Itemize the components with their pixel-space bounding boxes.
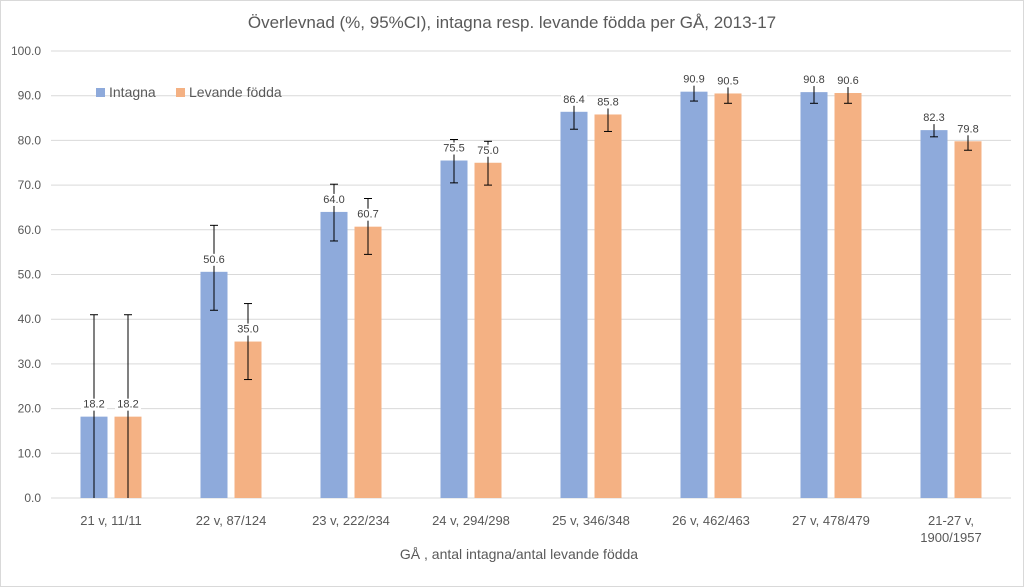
category-label: 27 v, 478/479 — [792, 513, 870, 528]
x-axis-title: GÅ , antal intagna/antal levande födda — [400, 546, 638, 562]
data-label-bg — [561, 93, 587, 106]
category-label: 22 v, 87/124 — [196, 513, 267, 528]
data-label-bg — [81, 398, 107, 411]
data-label: 85.8 — [597, 96, 618, 108]
data-label: 79.8 — [957, 123, 978, 135]
data-label: 82.3 — [923, 112, 944, 124]
data-label-bg — [235, 323, 261, 336]
bar-levande-fodda — [594, 114, 622, 498]
bar-intagna — [920, 130, 948, 498]
data-label: 75.0 — [477, 145, 498, 157]
y-tick-label: 80.0 — [18, 133, 42, 147]
data-label-bg — [115, 398, 141, 411]
legend-swatch — [176, 88, 185, 97]
category-label: 26 v, 462/463 — [672, 513, 750, 528]
data-label-bg — [835, 75, 861, 88]
data-label: 90.6 — [837, 75, 858, 87]
y-tick-label: 70.0 — [18, 178, 42, 192]
category-label: 25 v, 346/348 — [552, 513, 630, 528]
bar-levande-fodda — [954, 141, 982, 498]
bar-levande-fodda — [474, 162, 502, 498]
data-label-bg — [355, 208, 381, 221]
y-axis-ticks: 0.0 10.0 20.0 30.0 40.0 50.0 60.0 70.0 80.0 90.0 1… — [11, 44, 41, 505]
bars — [80, 91, 982, 499]
data-label: 90.8 — [803, 74, 824, 86]
data-label: 50.6 — [203, 254, 224, 266]
legend: Intagna Levande födda — [96, 84, 282, 100]
category-label: 24 v, 294/298 — [432, 513, 510, 528]
y-tick-label: 50.0 — [18, 268, 42, 282]
data-label: 35.0 — [237, 324, 258, 336]
bar-intagna — [680, 91, 708, 498]
bar-intagna — [800, 92, 828, 499]
y-tick-label: 10.0 — [18, 446, 42, 460]
data-label: 60.7 — [357, 209, 378, 221]
data-label-bg — [321, 193, 347, 206]
bar-intagna — [560, 111, 588, 499]
category-label: 1900/1957 — [920, 530, 981, 545]
data-label-bg — [441, 142, 467, 155]
data-label: 90.5 — [717, 75, 738, 87]
data-label: 18.2 — [117, 399, 138, 411]
legend-swatch — [96, 88, 105, 97]
data-label-bg — [201, 253, 227, 266]
data-label-bg — [921, 112, 947, 125]
bar-levande-fodda — [714, 93, 742, 498]
data-label: 86.4 — [563, 94, 584, 106]
data-label: 90.9 — [683, 74, 704, 86]
y-tick-label: 100.0 — [11, 44, 41, 58]
x-axis-categories: 21 v, 11/11 22 v, 87/124 23 v, 222/234 24 v… — [80, 513, 981, 545]
category-label: 21 v, 11/11 — [80, 513, 141, 528]
y-tick-label: 40.0 — [18, 312, 42, 326]
data-label: 64.0 — [323, 194, 344, 206]
y-tick-label: 0.0 — [24, 491, 41, 505]
data-label-bg — [955, 123, 981, 136]
chart-title: Överlevnad (%, 95%CI), intagna resp. lev… — [248, 13, 776, 32]
y-tick-label: 20.0 — [18, 402, 42, 416]
bar-levande-fodda — [834, 93, 862, 498]
y-tick-label: 30.0 — [18, 357, 42, 371]
gridlines — [51, 50, 1011, 499]
data-label-bg — [681, 73, 707, 86]
legend-label: Levande födda — [189, 84, 282, 100]
data-label-bg — [475, 144, 501, 157]
data-label: 18.2 — [83, 399, 104, 411]
bar-intagna — [320, 211, 348, 499]
data-label-bg — [801, 74, 827, 87]
data-labels: 18.2 50.6 64.0 75.5 86.4 90.9 90.8 82.3 18.2 35.0… — [81, 73, 981, 411]
category-label: 23 v, 222/234 — [312, 513, 390, 528]
y-tick-label: 90.0 — [18, 89, 42, 103]
data-label-bg — [715, 75, 741, 88]
data-label: 75.5 — [443, 143, 464, 155]
bar-intagna — [440, 160, 468, 498]
y-tick-label: 60.0 — [18, 223, 42, 237]
category-label: 21-27 v, — [928, 513, 974, 528]
data-label-bg — [595, 96, 621, 109]
bar-levande-fodda — [354, 226, 382, 498]
legend-label: Intagna — [109, 84, 156, 100]
